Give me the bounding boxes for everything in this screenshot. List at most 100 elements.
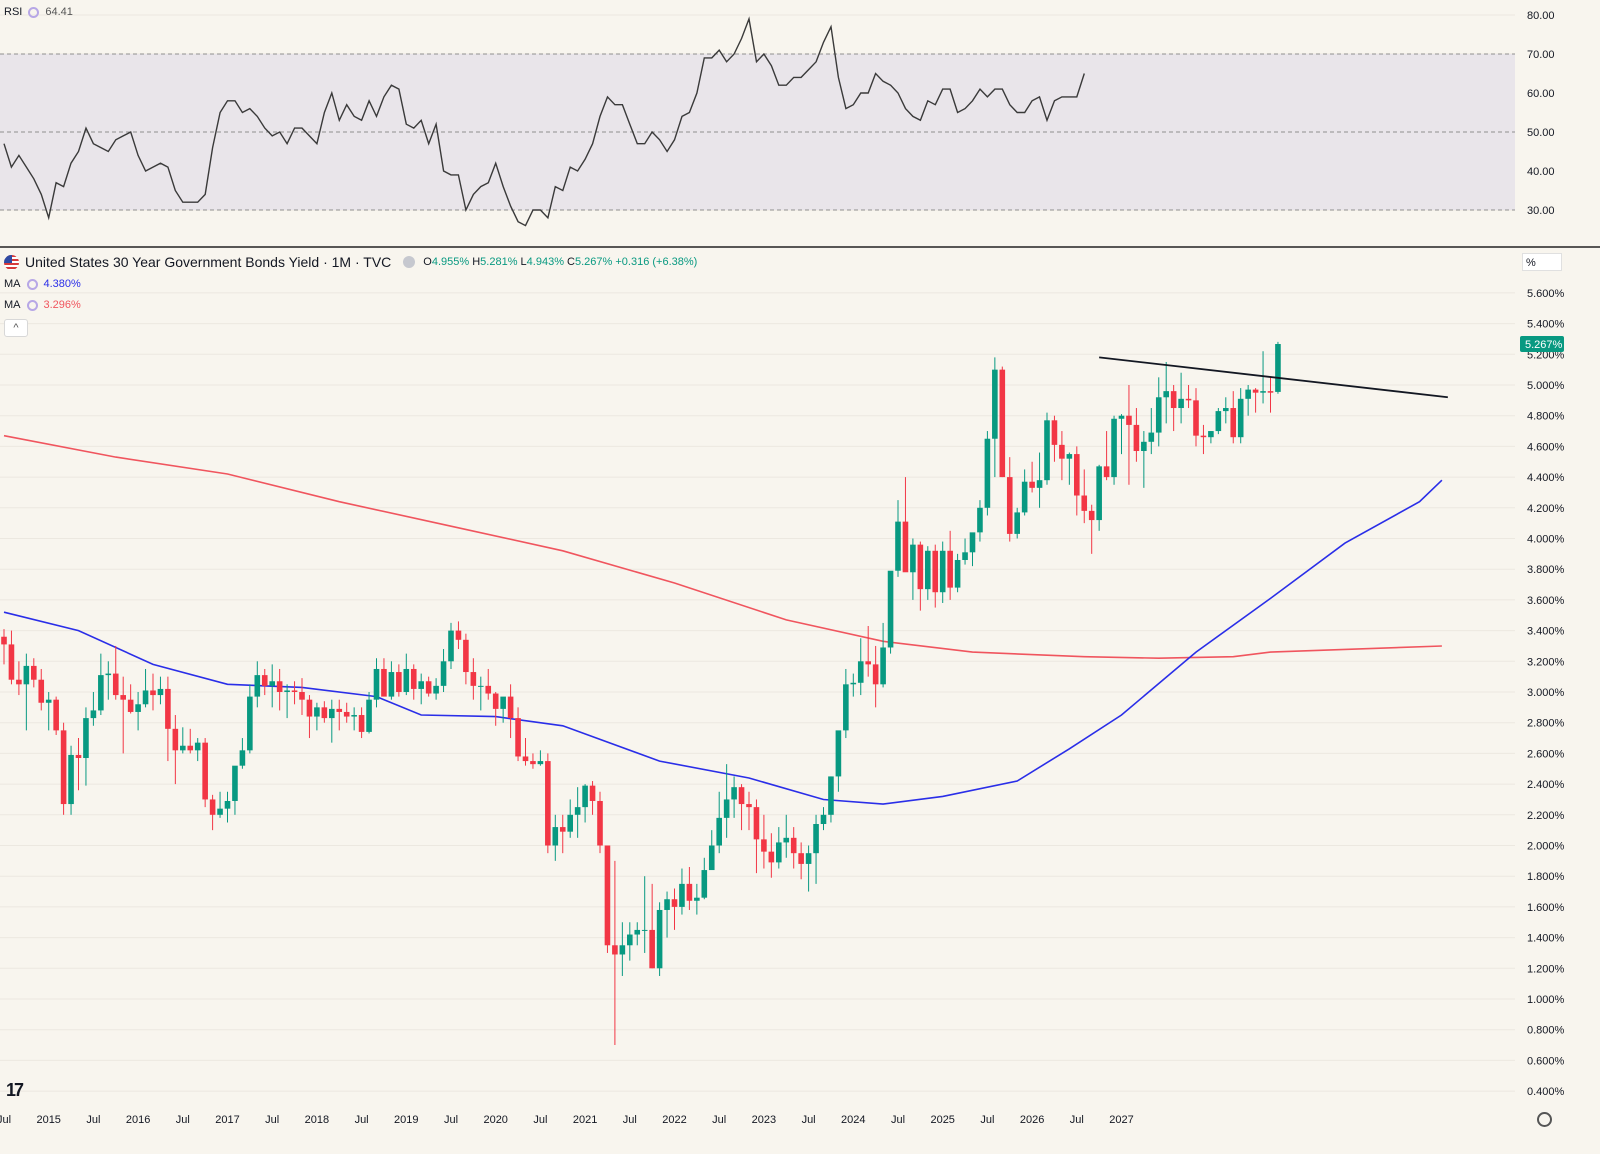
ma-slow-legend[interactable]: MA 3.296% [4,296,81,314]
time-tick-label: Jul [980,1114,994,1126]
trendline[interactable] [1099,356,1448,399]
candle [813,814,819,884]
settings-icon[interactable] [28,6,40,18]
candle [485,668,492,700]
price-tick-label: 2.000% [1527,841,1565,853]
candle [433,678,439,700]
time-tick-label: Jul [533,1114,547,1126]
candle [619,922,626,976]
candle-body [336,708,343,712]
candle [1118,414,1125,455]
candle [790,827,797,869]
candle-body [656,909,663,969]
price-tick-label: 1.600% [1527,902,1565,914]
candle-body [1051,420,1058,445]
candle [597,791,603,854]
candle-body [366,699,372,732]
candle-body [202,742,208,800]
candle-body [1111,418,1117,478]
settings-icon[interactable] [26,278,38,290]
candle-body [619,945,626,955]
candle-body [31,665,37,680]
candle-body [1163,391,1169,398]
candle [269,664,275,708]
price-tick-label: 2.400% [1527,779,1565,791]
candle [545,753,551,854]
candle-body [83,718,89,759]
candle-body [172,728,179,751]
gear-icon[interactable] [1537,1112,1552,1127]
candle [373,658,380,708]
candle-body [932,550,939,593]
candle-body [843,684,849,731]
candle-body [708,845,715,871]
candle-body [582,785,588,808]
candle-body [612,945,618,955]
candle [1088,504,1095,554]
settings-icon[interactable] [26,299,38,311]
candle [716,791,722,854]
candle-body [716,817,722,846]
candle-body [448,630,454,662]
price-tick-label: 3.400% [1527,626,1565,638]
candle [939,541,946,603]
candle [828,776,834,823]
candle-body [217,808,223,815]
tradingview-logo[interactable]: 17 [6,1080,24,1100]
candle-body [321,707,328,719]
candle [254,661,261,708]
candle [1059,431,1065,481]
candle-body [120,695,126,700]
candle [83,707,89,786]
open-key: O [423,256,432,268]
candle-body [664,899,670,910]
candle-body [299,692,305,700]
price-tick-label: 1.400% [1527,933,1565,945]
candle-body [604,845,611,946]
unit-label[interactable]: % [1522,253,1562,271]
candle [925,546,931,600]
candle [455,621,462,650]
rsi-legend[interactable]: RSI 64.41 [4,3,73,21]
time-tick-label: 2015 [36,1114,60,1126]
candle-body [1126,415,1132,425]
candle-body [828,776,834,815]
candle-body [992,369,998,439]
candle-body [887,570,894,648]
candle-body [537,761,544,765]
candle-body [269,681,275,686]
candle-body [999,369,1006,478]
candle [574,787,581,838]
candle [217,791,223,818]
collapse-legend-button[interactable]: ^ [4,319,28,337]
candle-body [522,756,529,762]
candle [1133,408,1140,462]
candle [835,730,842,792]
price-tick-label: 1.000% [1527,994,1565,1006]
candle [98,653,104,716]
rsi-line [3,16,1085,227]
candle [612,860,618,1046]
time-tick-label: Jul [265,1114,279,1126]
symbol-legend[interactable]: United States 30 Year Government Bonds Y… [4,253,697,271]
candle-body [984,438,991,508]
time-tick-label: Jul [802,1114,816,1126]
time-tick-label: Jul [891,1114,905,1126]
candle [1074,446,1080,516]
symbol-title: United States 30 Year Government Bonds Y… [25,254,392,270]
rsi-tick-label: 40.00 [1527,166,1555,178]
candle [1044,412,1050,485]
candle-body [1155,397,1162,433]
candle [723,764,730,838]
candle [180,727,186,754]
candle [1103,431,1110,481]
rsi-levels [0,53,1515,211]
candle-body [8,644,15,680]
candle-body [634,929,641,935]
candle [329,699,335,743]
candle-body [1237,398,1244,438]
candle [1215,408,1222,435]
candle [500,696,506,723]
ma-fast-legend[interactable]: MA 4.380% [4,275,81,293]
candle [857,638,864,696]
